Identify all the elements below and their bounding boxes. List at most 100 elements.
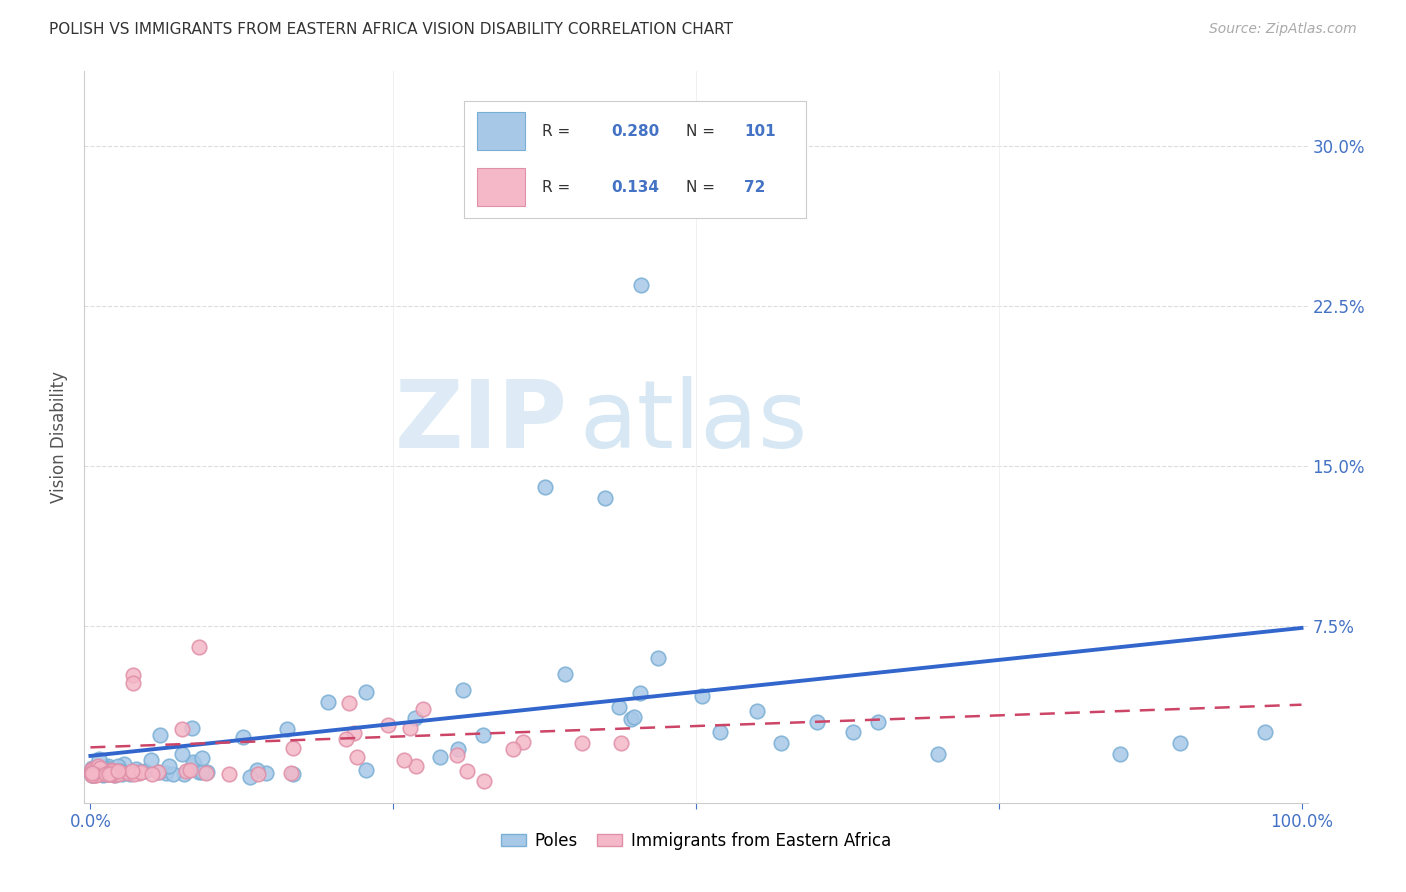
- Point: [157, 758, 180, 772]
- Point: [122, 767, 145, 781]
- Point: [131, 765, 153, 780]
- Point: [709, 725, 731, 739]
- Point: [80, 768, 103, 782]
- Point: [276, 722, 298, 736]
- Point: [191, 751, 214, 765]
- Point: [141, 767, 163, 781]
- Point: [447, 741, 470, 756]
- Point: [110, 766, 132, 780]
- Point: [769, 736, 792, 750]
- Point: [100, 764, 122, 778]
- Point: [197, 764, 219, 779]
- Point: [84, 765, 107, 780]
- Point: [607, 700, 630, 714]
- Point: [620, 712, 643, 726]
- Point: [335, 731, 357, 746]
- Point: [172, 722, 194, 736]
- Point: [91, 767, 114, 781]
- Point: [188, 764, 211, 779]
- Text: POLISH VS IMMIGRANTS FROM EASTERN AFRICA VISION DISABILITY CORRELATION CHART: POLISH VS IMMIGRANTS FROM EASTERN AFRICA…: [49, 22, 733, 37]
- Point: [446, 748, 468, 763]
- Point: [103, 767, 125, 781]
- Point: [100, 767, 122, 781]
- Point: [806, 714, 828, 729]
- Point: [97, 766, 120, 780]
- Point: [89, 752, 111, 766]
- Point: [96, 761, 118, 775]
- Point: [84, 765, 107, 780]
- Point: [181, 756, 204, 770]
- Point: [121, 676, 143, 690]
- Point: [80, 768, 103, 782]
- Point: [94, 760, 117, 774]
- Point: [183, 756, 205, 771]
- Point: [84, 767, 107, 781]
- Text: atlas: atlas: [579, 376, 808, 468]
- Point: [571, 736, 593, 750]
- Point: [80, 763, 103, 777]
- Point: [80, 764, 103, 779]
- Point: [628, 686, 651, 700]
- Point: [392, 753, 415, 767]
- Point: [93, 767, 115, 781]
- Point: [354, 763, 377, 777]
- Point: [83, 765, 105, 780]
- Point: [188, 640, 211, 654]
- Point: [630, 277, 652, 292]
- Point: [337, 696, 360, 710]
- Point: [429, 749, 451, 764]
- Point: [87, 759, 110, 773]
- Point: [80, 766, 103, 780]
- Point: [232, 730, 254, 744]
- Point: [343, 726, 366, 740]
- Point: [399, 721, 422, 735]
- Point: [108, 764, 131, 779]
- Point: [110, 766, 132, 780]
- Point: [97, 767, 120, 781]
- Point: [90, 766, 112, 780]
- Point: [471, 728, 494, 742]
- Point: [83, 768, 105, 782]
- Legend: Poles, Immigrants from Eastern Africa: Poles, Immigrants from Eastern Africa: [495, 825, 897, 856]
- Point: [83, 762, 105, 776]
- Point: [101, 764, 124, 778]
- Point: [842, 725, 865, 739]
- Point: [103, 764, 125, 778]
- Point: [121, 764, 143, 779]
- Point: [107, 764, 129, 779]
- Point: [134, 764, 156, 778]
- Point: [97, 759, 120, 773]
- Point: [100, 764, 122, 778]
- Point: [94, 767, 117, 781]
- Point: [128, 765, 150, 780]
- Point: [180, 721, 202, 735]
- Point: [84, 764, 107, 778]
- Point: [80, 768, 103, 782]
- Point: [179, 763, 201, 777]
- Point: [1108, 747, 1130, 761]
- Point: [162, 767, 184, 781]
- Point: [745, 704, 768, 718]
- Point: [155, 766, 177, 780]
- Point: [98, 763, 121, 777]
- Point: [82, 763, 104, 777]
- Point: [139, 753, 162, 767]
- Point: [107, 764, 129, 778]
- Point: [80, 764, 103, 778]
- Point: [554, 667, 576, 681]
- Point: [80, 764, 103, 779]
- Point: [96, 764, 118, 778]
- Point: [191, 765, 214, 780]
- Point: [623, 709, 645, 723]
- Point: [89, 767, 111, 781]
- Point: [474, 774, 496, 789]
- Point: [283, 767, 305, 781]
- Point: [105, 765, 128, 780]
- Point: [246, 763, 269, 777]
- Point: [80, 761, 103, 775]
- Point: [103, 767, 125, 781]
- Point: [118, 767, 141, 781]
- Point: [546, 150, 568, 164]
- Point: [80, 766, 103, 780]
- Point: [107, 766, 129, 780]
